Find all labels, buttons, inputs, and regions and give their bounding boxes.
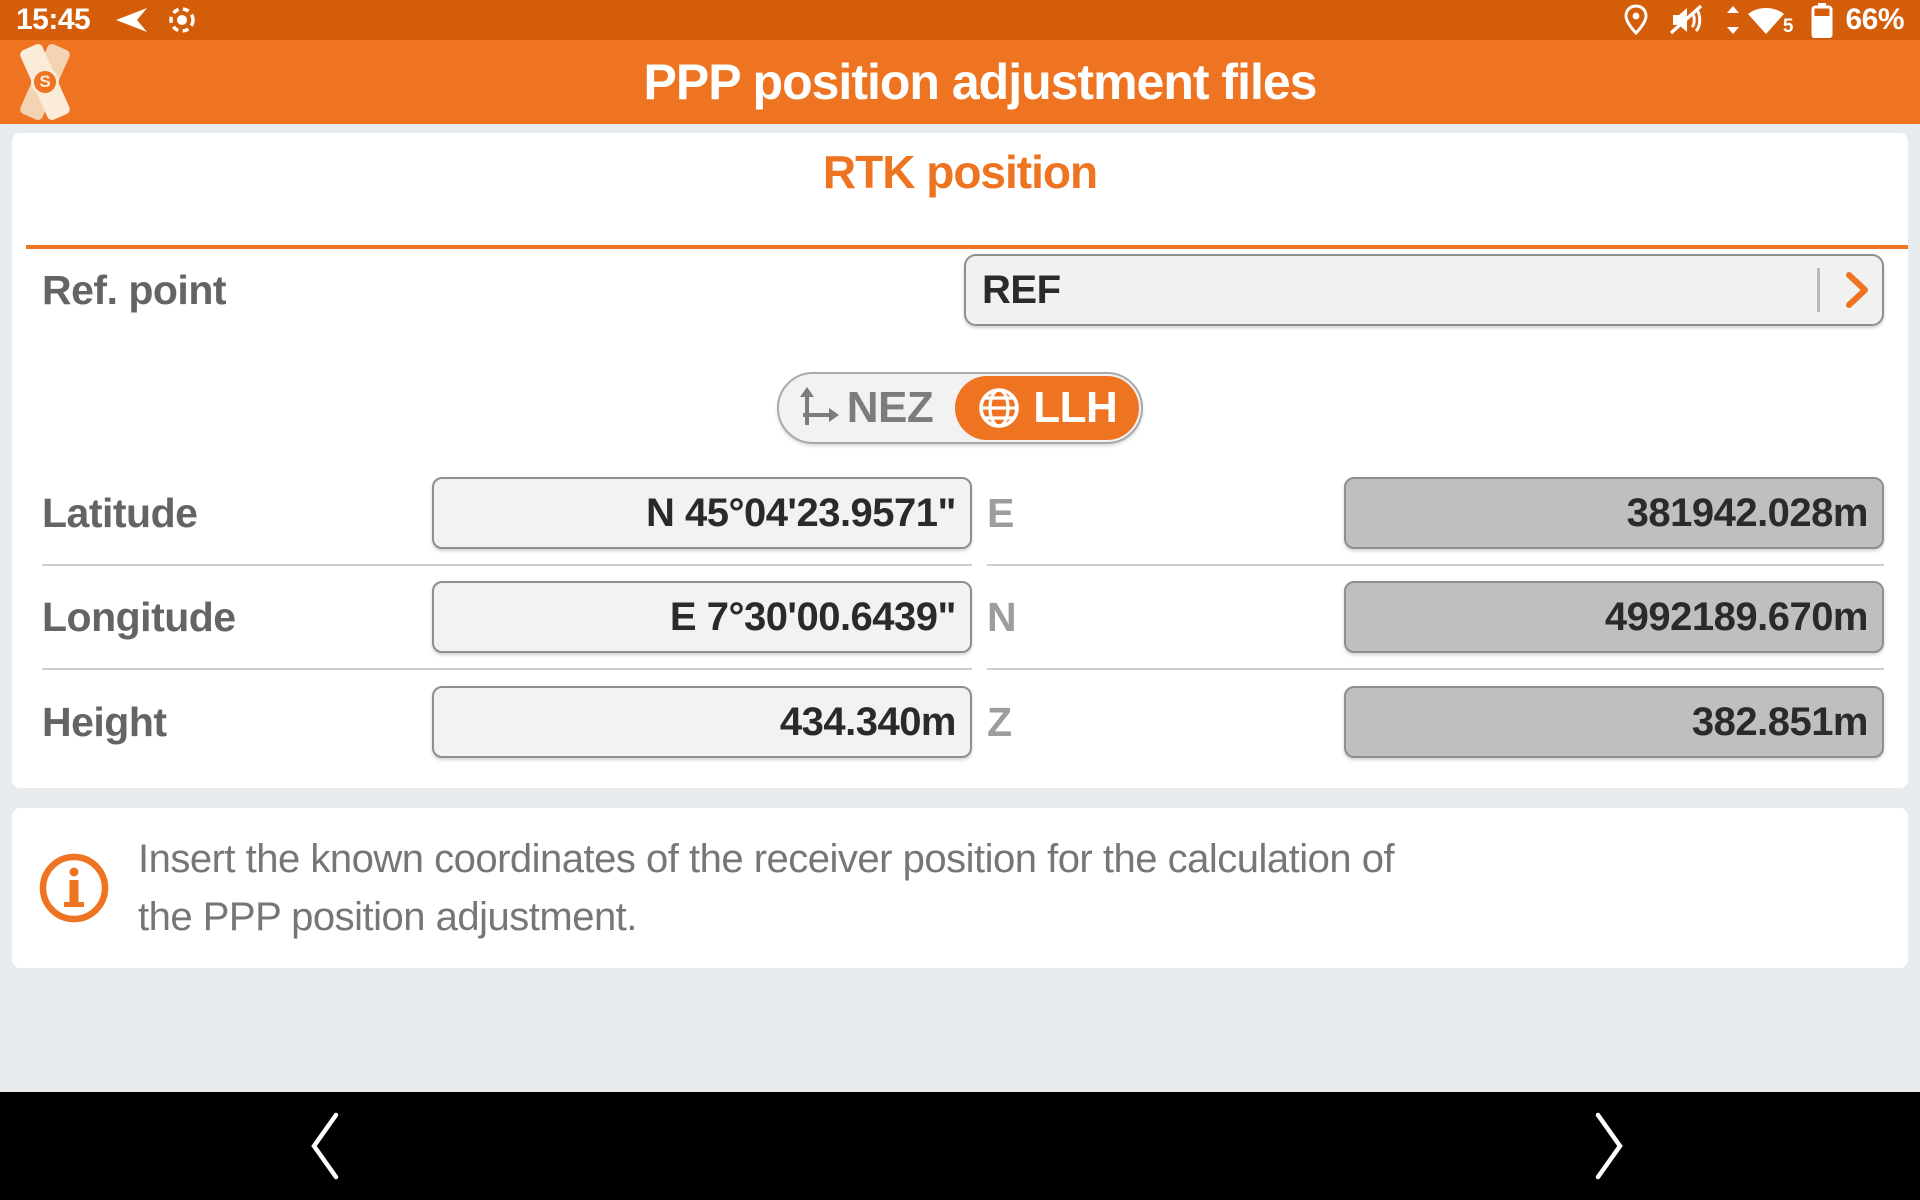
latitude-row: Latitude N 45°04'23.9571"	[42, 462, 972, 566]
axes-icon	[795, 385, 841, 431]
info-message: Insert the known coordinates of the rece…	[138, 830, 1395, 946]
clock: 15:45	[16, 3, 91, 36]
info-card: Insert the known coordinates of the rece…	[12, 808, 1908, 968]
forward-button[interactable]	[1586, 1104, 1634, 1188]
info-icon	[38, 852, 110, 924]
status-bar: 15:45	[0, 0, 1920, 40]
ref-point-field[interactable]: REF	[964, 254, 1884, 326]
toggle-llh-label: LLH	[1033, 383, 1118, 432]
toggle-llh-selected[interactable]: LLH	[955, 376, 1140, 440]
ref-point-value: REF	[982, 267, 1061, 312]
nez-column: E 381942.028m N 4992189.670m Z 382.851m	[987, 462, 1884, 774]
chevron-right-icon[interactable]	[1844, 270, 1870, 310]
field-separator	[1817, 268, 1820, 312]
east-field-readonly: 381942.028m	[1344, 477, 1884, 549]
east-label: E	[987, 489, 1014, 536]
coordinates-grid: Latitude N 45°04'23.9571" Longitude E 7°…	[42, 462, 1884, 774]
longitude-row: Longitude E 7°30'00.6439"	[42, 566, 972, 670]
send-notification-icon	[112, 5, 148, 35]
volume-muted-icon	[1667, 3, 1707, 37]
app-logo: S	[14, 42, 76, 122]
section-title: RTK position	[822, 146, 1098, 198]
height-row: Height 434.340m	[42, 670, 972, 774]
app-header: S PPP position adjustment files	[0, 40, 1920, 124]
battery-icon	[1811, 2, 1833, 38]
llh-column: Latitude N 45°04'23.9571" Longitude E 7°…	[42, 462, 972, 774]
globe-icon	[977, 386, 1021, 430]
back-button[interactable]	[300, 1104, 348, 1188]
page-title: PPP position adjustment files	[643, 54, 1318, 110]
battery-percent: 66%	[1845, 3, 1904, 36]
north-row: N 4992189.670m	[987, 566, 1884, 670]
latitude-field[interactable]: N 45°04'23.9571"	[432, 477, 972, 549]
toggle-nez[interactable]: NEZ	[779, 383, 954, 433]
info-message-line1: Insert the known coordinates of the rece…	[138, 837, 1395, 881]
bottom-navigation-bar	[0, 1092, 1920, 1200]
longitude-label: Longitude	[42, 593, 236, 640]
screen-record-icon	[166, 4, 198, 36]
location-icon	[1623, 4, 1649, 36]
longitude-field[interactable]: E 7°30'00.6439"	[432, 581, 972, 653]
z-row: Z 382.851m	[987, 670, 1884, 774]
wifi-generation-label: 5	[1782, 16, 1794, 37]
rtk-position-card: RTK position Ref. point REF	[12, 133, 1908, 788]
coordinate-mode-toggle: NEZ LLH	[776, 372, 1144, 444]
north-field-readonly: 4992189.670m	[1344, 581, 1884, 653]
ref-point-row: Ref. point REF	[42, 254, 1884, 326]
height-field[interactable]: 434.340m	[432, 686, 972, 758]
z-field-readonly: 382.851m	[1344, 686, 1884, 758]
status-icons: 5 66%	[1623, 2, 1904, 38]
section-divider	[26, 245, 1908, 249]
ref-point-label: Ref. point	[42, 266, 227, 313]
wifi-icon: 5	[1725, 4, 1794, 37]
north-label: N	[987, 593, 1017, 640]
z-label: Z	[987, 698, 1012, 745]
info-message-line2: the PPP position adjustment.	[138, 895, 637, 939]
height-label: Height	[42, 698, 167, 745]
toggle-nez-label: NEZ	[846, 383, 934, 432]
east-row: E 381942.028m	[987, 462, 1884, 566]
latitude-label: Latitude	[42, 489, 198, 536]
logo-letter: S	[31, 68, 59, 96]
